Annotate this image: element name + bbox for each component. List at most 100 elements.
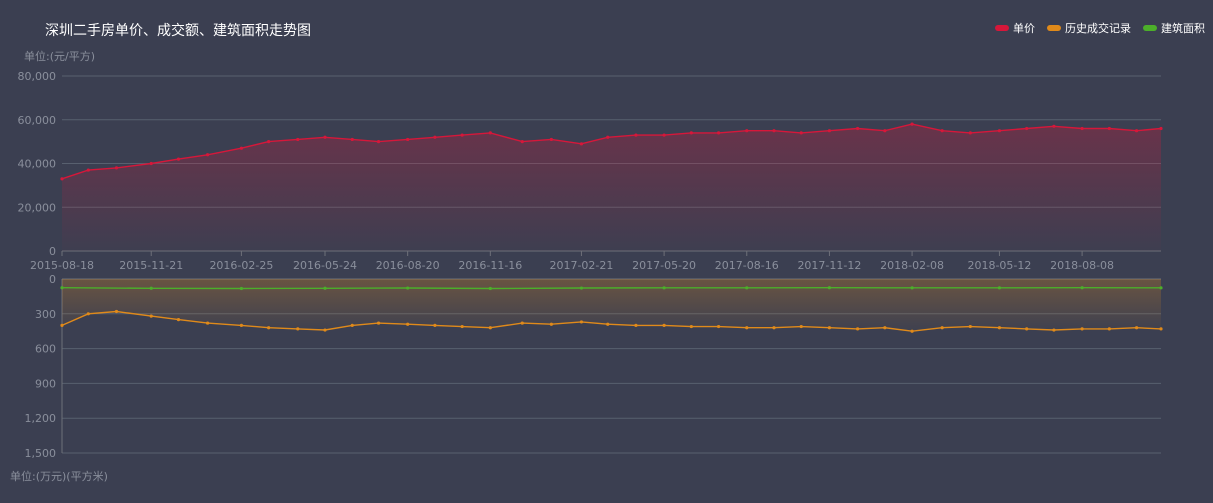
floor-area-point — [406, 286, 410, 290]
unit-price-point — [883, 129, 887, 133]
unit-price-point — [149, 161, 153, 166]
unit-price-point — [520, 140, 524, 144]
transaction-records-point — [350, 323, 354, 327]
x-tick-label: 2017-05-20 — [632, 259, 696, 272]
unit-price-point — [323, 135, 327, 139]
top-y-axis-label: 单位:(元/平方) — [24, 49, 95, 63]
legend-item-unit-price[interactable]: 单价 — [995, 20, 1035, 36]
unit-price-point — [968, 131, 972, 135]
unit-price-point — [350, 137, 354, 142]
x-tick-label: 2017-08-16 — [715, 259, 779, 272]
transaction-records-point — [827, 326, 832, 330]
transaction-records-point — [114, 309, 119, 314]
transaction-records-point — [86, 312, 90, 316]
floor-area-point — [60, 286, 64, 290]
transaction-records-area — [62, 279, 1161, 332]
unit-price-point — [1052, 124, 1056, 128]
unit-price-point — [606, 135, 610, 139]
bottom-y-tick-label: 0 — [49, 273, 56, 286]
transaction-records-point — [376, 321, 381, 325]
transaction-records-point — [1159, 327, 1163, 331]
transaction-records-point — [1052, 328, 1056, 332]
bottom-y-tick-label: 1,500 — [25, 447, 57, 460]
x-tick-label: 2015-08-18 — [30, 259, 94, 272]
x-tick-label: 2017-11-12 — [797, 259, 861, 272]
unit-price-area — [62, 124, 1161, 251]
unit-price-point — [460, 133, 464, 137]
unit-price-point — [689, 131, 693, 135]
unit-price-point — [745, 129, 749, 133]
unit-price-point — [86, 168, 90, 172]
transaction-records-point — [488, 326, 492, 330]
floor-area-point — [745, 286, 749, 290]
unit-price-point — [1159, 126, 1163, 131]
transaction-records-point — [433, 323, 437, 327]
unit-price-point — [296, 137, 300, 142]
transaction-records-point — [460, 324, 464, 329]
bottom-y-tick-label: 600 — [35, 343, 56, 356]
legend-item-transaction-records[interactable]: 历史成交记录 — [1047, 20, 1131, 36]
unit-price-point — [267, 140, 271, 144]
floor-area-point — [488, 286, 492, 291]
legend-item-floor-area[interactable]: 建筑面积 — [1143, 20, 1205, 36]
floor-area-point — [997, 286, 1002, 290]
top-y-tick-label: 80,000 — [18, 70, 57, 83]
unit-price-point — [579, 142, 584, 146]
unit-price-point — [772, 129, 776, 133]
unit-price-point — [433, 135, 437, 139]
unit-price-point — [1025, 126, 1029, 131]
bottom-y-tick-label: 300 — [35, 308, 56, 321]
top-y-tick-label: 40,000 — [18, 158, 57, 171]
transaction-records-point — [716, 324, 721, 329]
legend-label-unit-price: 单价 — [1013, 22, 1035, 35]
transaction-records-point — [634, 323, 638, 327]
bottom-y-tick-label: 900 — [35, 377, 56, 390]
x-tick-label: 2016-11-16 — [458, 259, 522, 272]
unit-price-point — [910, 122, 914, 126]
x-tick-label: 2018-08-08 — [1050, 259, 1114, 272]
unit-price-point — [662, 133, 666, 137]
transaction-records-point — [520, 321, 524, 325]
unit-price-line — [61, 123, 1162, 180]
floor-area-point — [149, 286, 153, 290]
transaction-records-point — [176, 318, 181, 322]
unit-price-point — [488, 131, 492, 135]
transaction-records-point — [1025, 327, 1029, 331]
transaction-records-point — [968, 324, 972, 329]
unit-price-point — [856, 126, 860, 131]
transaction-records-point — [1107, 327, 1111, 331]
unit-price-point — [376, 140, 381, 144]
floor-area-point — [323, 286, 327, 290]
x-tick-label: 2016-02-25 — [209, 259, 273, 272]
transaction-records-point — [606, 322, 610, 326]
legend-swatch-unit-price — [995, 25, 1009, 31]
unit-price-point — [205, 153, 210, 157]
transaction-records-point — [296, 327, 300, 331]
transaction-records-point — [323, 328, 327, 332]
x-tick-label: 2015-11-21 — [119, 259, 183, 272]
unit-price-point — [406, 137, 410, 142]
floor-area-point — [1159, 286, 1163, 290]
transaction-records-point — [997, 326, 1002, 330]
chart-title: 深圳二手房单价、成交额、建筑面积走势图 — [45, 23, 311, 39]
transaction-records-point — [910, 329, 914, 333]
transaction-records-point — [267, 326, 271, 330]
legend-swatch-transaction-records — [1047, 25, 1061, 31]
legend-label-transaction-records: 历史成交记录 — [1065, 22, 1131, 35]
top-y-tick-label: 60,000 — [18, 114, 57, 127]
unit-price-point — [239, 146, 244, 150]
floor-area-point — [827, 286, 832, 290]
floor-area-point — [910, 286, 914, 290]
transaction-records-point — [60, 323, 64, 327]
floor-area-point — [239, 286, 244, 291]
floor-area-point — [1080, 286, 1084, 290]
unit-price-point — [114, 166, 119, 170]
unit-price-point — [176, 157, 181, 161]
unit-price-point — [799, 131, 803, 135]
transaction-records-point — [239, 323, 244, 327]
transaction-records-point — [662, 323, 666, 327]
unit-price-point — [940, 129, 944, 133]
transaction-records-point — [940, 326, 944, 330]
transaction-records-point — [549, 322, 553, 326]
